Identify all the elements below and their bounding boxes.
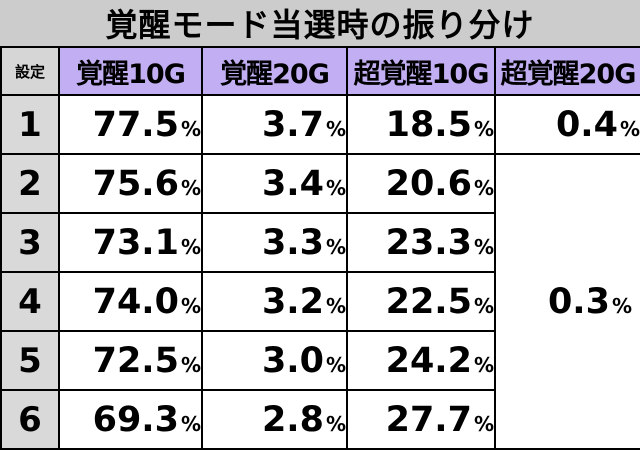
percent-sign: % bbox=[325, 293, 346, 318]
percent-sign: % bbox=[325, 116, 346, 141]
header-kakusei-10g: 覚醒10G bbox=[58, 46, 203, 96]
header-chou-kakusei-20g: 超覚醒20G bbox=[494, 46, 640, 96]
percent-sign: % bbox=[180, 116, 201, 141]
setting-cell: 4 bbox=[0, 271, 60, 332]
value-number: 3.4 bbox=[261, 163, 324, 204]
setting-cell: 3 bbox=[0, 212, 60, 273]
value-cell: 72.5% bbox=[58, 330, 203, 391]
value-number: 69.3 bbox=[92, 399, 179, 440]
value-cell: 74.0% bbox=[58, 271, 203, 332]
percent-sign: % bbox=[473, 116, 494, 141]
value-cell: 3.7% bbox=[201, 94, 348, 155]
value-cell: 3.4% bbox=[201, 153, 348, 214]
header-chou-kakusei-10g: 超覚醒10G bbox=[346, 46, 496, 96]
table-title: 覚醒モード当選時の振り分け bbox=[0, 0, 640, 46]
value-number: 20.6 bbox=[385, 163, 472, 204]
value-number: 23.3 bbox=[385, 222, 472, 263]
value-number: 2.8 bbox=[261, 399, 324, 440]
value-cell: 22.5% bbox=[346, 271, 496, 332]
setting-cell: 6 bbox=[0, 389, 60, 450]
percent-sign: % bbox=[473, 234, 494, 259]
value-number: 0.3 bbox=[547, 281, 610, 322]
value-cell: 69.3% bbox=[58, 389, 203, 450]
value-number: 74.0 bbox=[92, 281, 179, 322]
value-cell: 18.5% bbox=[346, 94, 496, 155]
header-kakusei-20g: 覚醒20G bbox=[201, 46, 348, 96]
setting-cell: 1 bbox=[0, 94, 60, 155]
value-number: 0.4 bbox=[555, 104, 618, 145]
percent-sign: % bbox=[325, 175, 346, 200]
table-row: 3 73.1% 3.3% 23.3% bbox=[0, 212, 640, 273]
value-number: 27.7 bbox=[385, 399, 472, 440]
value-cell: 24.2% bbox=[346, 330, 496, 391]
value-number: 3.7 bbox=[261, 104, 324, 145]
value-cell-chou20-setting1: 0.4% bbox=[494, 94, 640, 155]
percent-sign: % bbox=[473, 175, 494, 200]
value-number: 77.5 bbox=[92, 104, 179, 145]
percent-sign: % bbox=[180, 293, 201, 318]
percent-sign: % bbox=[473, 352, 494, 377]
percent-sign: % bbox=[180, 411, 201, 436]
percent-sign: % bbox=[619, 116, 640, 141]
percent-sign: % bbox=[325, 352, 346, 377]
setting-cell: 2 bbox=[0, 153, 60, 214]
percent-sign: % bbox=[180, 352, 201, 377]
value-number: 75.6 bbox=[92, 163, 179, 204]
value-number: 72.5 bbox=[92, 340, 179, 381]
value-number: 3.3 bbox=[261, 222, 324, 263]
table-row: 4 74.0% 3.2% 22.5% bbox=[0, 271, 640, 332]
percent-sign: % bbox=[180, 175, 201, 200]
percent-sign: % bbox=[325, 234, 346, 259]
percent-sign: % bbox=[180, 234, 201, 259]
value-number: 22.5 bbox=[385, 281, 472, 322]
header-row: 設定 覚醒10G 覚醒20G 超覚醒10G 超覚醒20G bbox=[0, 46, 640, 96]
table-row: 5 72.5% 3.0% 24.2% bbox=[0, 330, 640, 391]
value-cell: 2.8% bbox=[201, 389, 348, 450]
value-cell: 27.7% bbox=[346, 389, 496, 450]
value-cell: 77.5% bbox=[58, 94, 203, 155]
value-cell: 73.1% bbox=[58, 212, 203, 273]
value-cell: 20.6% bbox=[346, 153, 496, 214]
value-cell: 23.3% bbox=[346, 212, 496, 273]
value-number: 18.5 bbox=[385, 104, 472, 145]
value-cell: 3.3% bbox=[201, 212, 348, 273]
setting-cell: 5 bbox=[0, 330, 60, 391]
value-number: 3.2 bbox=[261, 281, 324, 322]
percent-sign: % bbox=[325, 411, 346, 436]
value-cell: 3.2% bbox=[201, 271, 348, 332]
percent-sign: % bbox=[611, 293, 632, 318]
percent-sign: % bbox=[473, 411, 494, 436]
value-cell: 75.6% bbox=[58, 153, 203, 214]
distribution-table: 設定 覚醒10G 覚醒20G 超覚醒10G 超覚醒20G 1 77.5% 3.7… bbox=[0, 46, 640, 450]
value-number: 24.2 bbox=[385, 340, 472, 381]
table-row: 1 77.5% 3.7% 18.5% 0.4% bbox=[0, 94, 640, 155]
value-cell-chou20-settings2to6: 0.3% bbox=[494, 153, 640, 450]
value-cell: 3.0% bbox=[201, 330, 348, 391]
setting-header: 設定 bbox=[0, 46, 60, 96]
value-number: 3.0 bbox=[261, 340, 324, 381]
percent-sign: % bbox=[473, 293, 494, 318]
table-row: 2 75.6% 3.4% 20.6% 0.3% bbox=[0, 153, 640, 450]
value-number: 73.1 bbox=[92, 222, 179, 263]
